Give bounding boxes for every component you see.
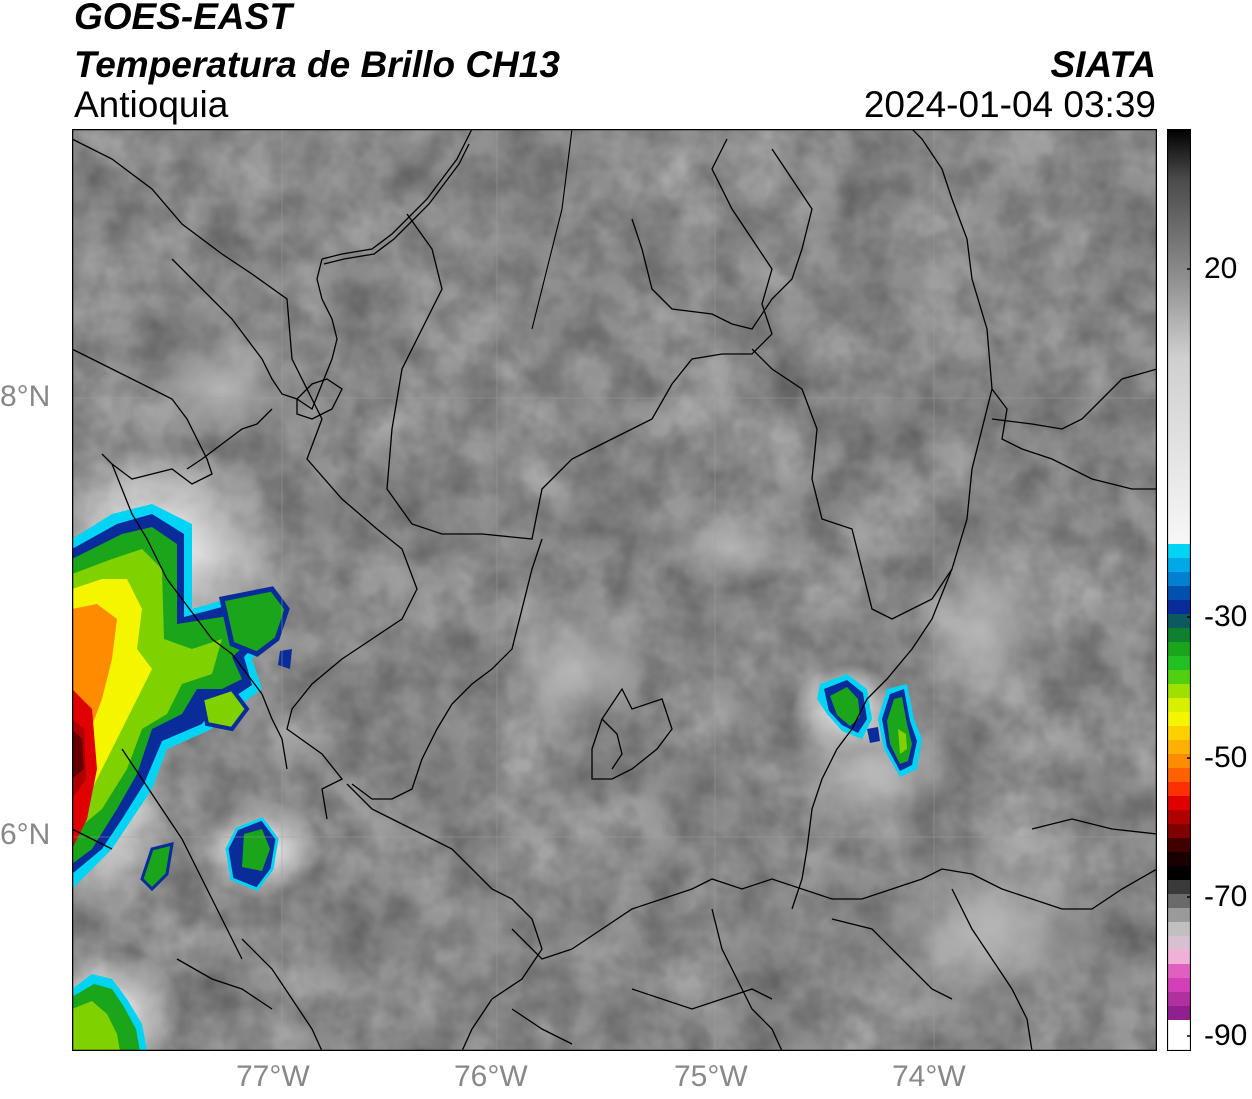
lat-label-8n: 8°N — [0, 380, 51, 413]
coastline — [72, 129, 473, 960]
satellite-map[interactable] — [72, 129, 1157, 1051]
colorbar-tick-20: 20 — [1204, 252, 1238, 285]
map-frame — [72, 129, 1157, 1051]
title-datetime: 2024-01-04 03:39 — [863, 84, 1156, 125]
storm-cells-coast — [140, 586, 292, 892]
title-satellite: GOES-EAST — [74, 0, 292, 37]
colorbar — [1167, 129, 1191, 1051]
storm-east — [817, 674, 922, 777]
colorbar-tick-minus90: -90 — [1204, 1019, 1248, 1052]
lon-label-77w: 77°W — [236, 1060, 310, 1093]
title-product: Temperatura de Brillo CH13 — [74, 44, 560, 85]
storm-south-west — [72, 974, 147, 1051]
graticule — [72, 129, 1157, 1051]
admin-boundaries — [72, 129, 1157, 1051]
river — [531, 129, 573, 330]
colorbar-tick-minus70: -70 — [1204, 880, 1248, 913]
lon-label-76w: 76°W — [454, 1060, 528, 1093]
lon-label-74w: 74°W — [892, 1060, 966, 1093]
colorbar-tick-minus50: -50 — [1204, 741, 1248, 774]
title-agency: SIATA — [1050, 44, 1156, 85]
title-region: Antioquia — [74, 84, 229, 125]
lon-label-75w: 75°W — [674, 1060, 748, 1093]
lat-label-6n: 6°N — [0, 818, 51, 851]
colorbar-tick-minus30: -30 — [1204, 600, 1248, 633]
